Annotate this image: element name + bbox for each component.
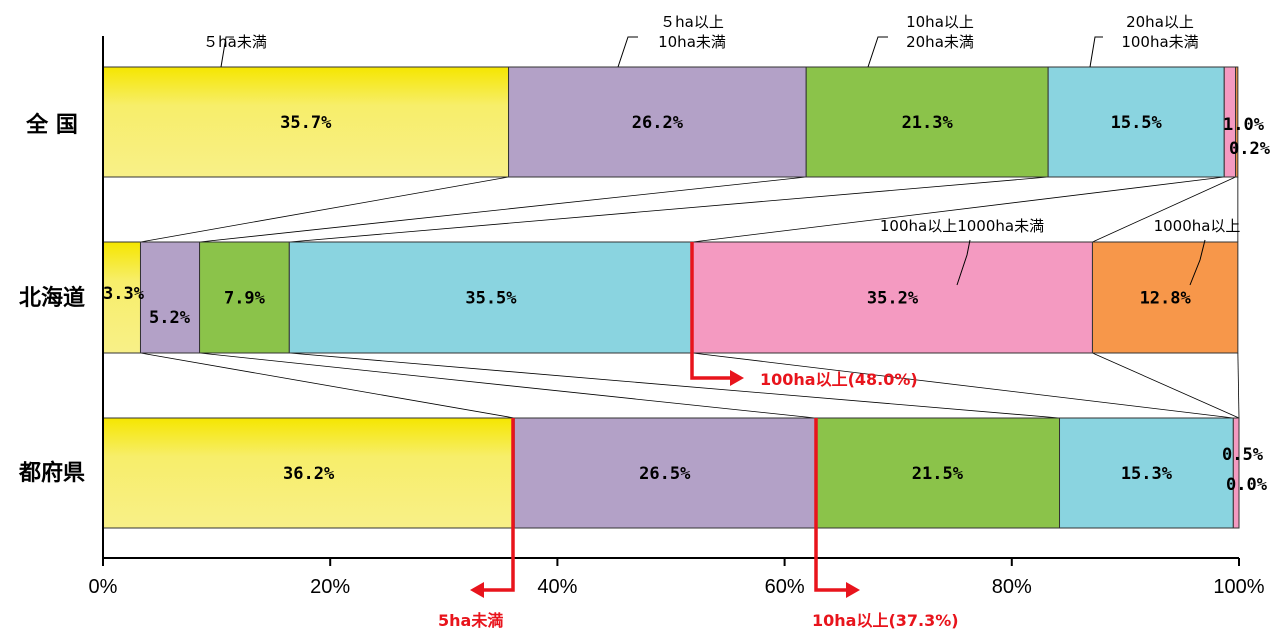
segment-value-label: 21.5% — [912, 464, 964, 484]
x-tick-label: 100% — [1213, 576, 1264, 598]
x-tick-label: 80% — [992, 576, 1032, 598]
segment-value-label: 15.5% — [1111, 113, 1163, 133]
x-tick-label: 40% — [537, 576, 577, 598]
legend-label: 1000ha以上 — [1154, 217, 1241, 235]
segment-value-label: 26.2% — [632, 113, 684, 133]
bar-segment — [102, 66, 510, 178]
connector-line — [1092, 176, 1236, 243]
bar-segment — [692, 241, 1093, 354]
segment-value-label: 3.3% — [103, 284, 145, 304]
category-label: 北海道 — [19, 285, 85, 311]
legend-label: 20ha以上 100ha未満 — [1121, 13, 1198, 51]
annotation-arrow-line — [814, 418, 848, 592]
connector-line — [199, 176, 807, 243]
legend-leader-line — [1189, 239, 1206, 286]
connector-line — [289, 176, 1049, 243]
bar-segment — [814, 417, 1061, 529]
category-label: 全 国 — [25, 112, 78, 138]
legend-label: 100ha以上1000ha未満 — [880, 217, 1044, 235]
legend-labels: ５ha未満 ５ha以上 10ha未満 10ha以上 20ha未満 20ha以上 100ha未… — [203, 13, 1241, 286]
segment-labels: 35.7% 26.2% 21.3% 15.5% 1.0% 0.2% 3.3%5.2% 7.9%… — [103, 113, 1271, 495]
legend-leader-line — [956, 239, 971, 286]
bar-segment — [508, 66, 807, 178]
category-label: 都府県 — [18, 460, 85, 486]
annotation-label: 100ha以上(48.0%) — [760, 370, 918, 389]
legend-label: ５ha未満 — [203, 33, 267, 51]
connector-line — [140, 176, 509, 243]
connector-lines — [140, 176, 1240, 419]
annotation-arrow-line — [482, 418, 515, 592]
legend-leader-line — [220, 36, 234, 68]
segment-value-label: 35.2% — [867, 289, 919, 309]
bar-segment — [1091, 241, 1239, 354]
x-axis: 0% 20% 40% 60% 80% 100% — [89, 36, 1265, 598]
legend-leader-line — [617, 36, 638, 68]
annotation-label: 5ha未満 — [438, 611, 503, 630]
segment-value-label: 36.2% — [283, 464, 335, 484]
segment-value-label: 15.3% — [1121, 464, 1173, 484]
bar-segment — [1059, 417, 1234, 529]
annotation-arrow-head — [846, 582, 860, 598]
annotation-label: 10ha以上(37.3%) — [812, 611, 959, 630]
legend-label: ５ha以上 10ha未満 — [658, 13, 726, 51]
bar-segment — [1047, 66, 1225, 178]
segment-value-label: 0.2% — [1229, 139, 1271, 159]
x-tick-label: 60% — [765, 576, 805, 598]
segment-value-label: 21.3% — [902, 113, 954, 133]
segment-value-label: 12.8% — [1140, 289, 1192, 309]
segment-value-label: 26.5% — [639, 464, 691, 484]
segment-value-label: 0.5% — [1222, 445, 1264, 465]
legend-leader-line — [867, 36, 888, 68]
annotation-arrow-head — [470, 582, 484, 598]
segment-value-label: 5.2% — [149, 308, 191, 328]
connector-line — [1092, 352, 1240, 419]
connector-line — [692, 352, 1234, 419]
bar-segment — [513, 417, 816, 529]
bar-segment — [1232, 417, 1240, 529]
legend-label: 10ha以上 20ha未満 — [906, 13, 974, 51]
connector-line — [199, 352, 816, 419]
bar-segment — [199, 241, 290, 354]
annotations: 100ha以上(48.0%) 5ha未満 10ha以上(37.3%) — [438, 242, 959, 630]
segment-value-label: 7.9% — [224, 289, 266, 309]
segment-value-label: 35.7% — [280, 113, 332, 133]
bar-segment — [805, 66, 1049, 178]
bar-segment — [102, 241, 141, 354]
bar-segments — [102, 66, 1240, 529]
legend-leader-line — [1089, 36, 1103, 68]
bar-segment — [1235, 66, 1239, 178]
connector-line — [692, 176, 1225, 243]
x-tick-label: 0% — [89, 576, 118, 598]
annotation-arrow-head — [730, 370, 744, 386]
segment-value-label: 1.0% — [1223, 115, 1265, 135]
annotation-arrow-line — [690, 242, 732, 380]
connector-line — [140, 352, 515, 419]
segment-value-label: 35.5% — [465, 289, 517, 309]
bar-segment — [102, 417, 515, 529]
segment-value-label: 0.0% — [1226, 475, 1268, 495]
connector-line — [289, 352, 1060, 419]
connector-line — [1237, 352, 1240, 419]
bar-segment — [139, 241, 201, 354]
x-tick-label: 20% — [310, 576, 350, 598]
